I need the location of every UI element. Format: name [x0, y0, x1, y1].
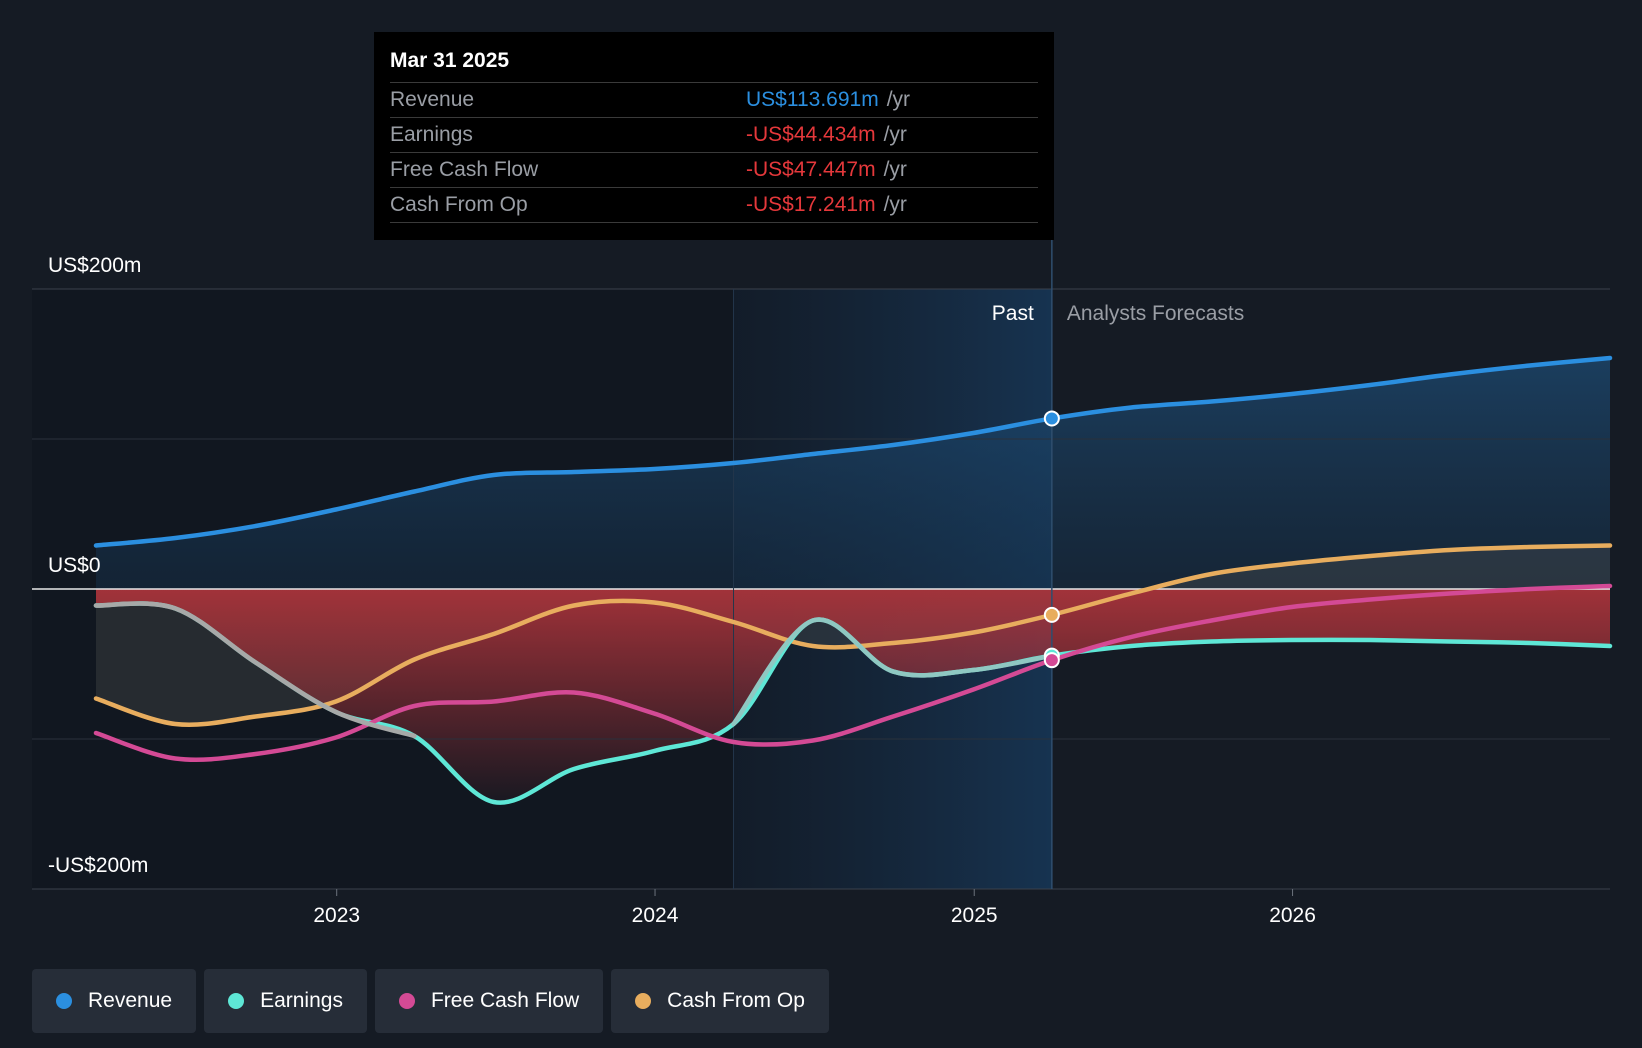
tooltip-unit: /yr — [883, 193, 907, 216]
y-label-zero: US$0 — [48, 554, 101, 577]
forecast-label: Analysts Forecasts — [1067, 302, 1244, 325]
legend-item-cash-from-op[interactable]: Cash From Op — [611, 969, 829, 1033]
free-cash-flow-marker — [1043, 652, 1060, 669]
legend: Revenue Earnings Free Cash Flow Cash From O… — [32, 969, 829, 1033]
tooltip-row: Cash From Op -US$17.241m/yr — [390, 187, 1038, 223]
cash-from-op-marker — [1043, 606, 1060, 623]
tooltip-value: -US$47.447m — [746, 158, 876, 181]
cash-from-op-line — [93, 543, 1613, 727]
legend-item-revenue[interactable]: Revenue — [32, 969, 197, 1033]
tooltip-value: US$113.691m — [746, 88, 879, 111]
legend-item-free-cash-flow[interactable]: Free Cash Flow — [374, 969, 604, 1033]
tooltip-row: Earnings -US$44.434m/yr — [390, 117, 1038, 152]
tooltip-unit: /yr — [886, 88, 911, 111]
revenue-marker — [1043, 410, 1060, 427]
tooltip-row: Revenue US$113.691m/yr — [390, 82, 1038, 117]
revenue-area — [96, 358, 1610, 589]
tooltip-unit: /yr — [883, 123, 907, 146]
legend-label: Earnings — [260, 989, 343, 1012]
legend-label: Revenue — [88, 989, 173, 1012]
tooltip: Mar 31 2025 Revenue US$113.691m/yr Earning… — [374, 32, 1054, 240]
earnings-past-line — [93, 601, 417, 739]
legend-label: Cash From Op — [667, 989, 805, 1012]
legend-dot-icon — [56, 993, 72, 1009]
x-tick-label-2024: 2024 — [632, 904, 679, 927]
tooltip-label: Revenue — [390, 88, 475, 111]
y-label-top: US$200m — [48, 254, 141, 277]
tooltip-label: Earnings — [390, 123, 473, 146]
free-cash-flow-line — [93, 583, 1613, 762]
x-tick-label-2023: 2023 — [313, 904, 360, 927]
revenue-line — [93, 355, 1613, 548]
legend-label: Free Cash Flow — [430, 989, 580, 1012]
tooltip-date: Mar 31 2025 — [390, 49, 510, 72]
negative-area — [96, 589, 1610, 803]
tooltip-row: Free Cash Flow -US$47.447m/yr — [390, 152, 1038, 187]
tooltip-label: Free Cash Flow — [390, 158, 539, 181]
legend-dot-icon — [398, 993, 415, 1009]
legend-dot-icon — [635, 993, 652, 1009]
legend-dot-icon — [228, 993, 245, 1009]
past-label: Past — [992, 302, 1034, 325]
tooltip-label: Cash From Op — [390, 193, 528, 216]
tooltip-unit: /yr — [883, 158, 907, 181]
x-tick-label-2025: 2025 — [951, 904, 998, 927]
earnings-highlight-line — [731, 617, 1055, 727]
y-label-bottom: -US$200m — [48, 854, 148, 877]
legend-item-earnings[interactable]: Earnings — [204, 969, 367, 1033]
x-tick-label-2026: 2026 — [1269, 904, 1316, 927]
tooltip-value: -US$44.434m — [746, 123, 876, 146]
tooltip-value: -US$17.241m — [746, 193, 876, 216]
